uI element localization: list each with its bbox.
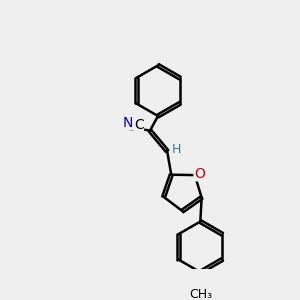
Text: C: C (134, 118, 143, 132)
Text: N: N (123, 116, 133, 130)
Text: CH₃: CH₃ (189, 287, 212, 300)
Text: O: O (194, 167, 205, 181)
Text: H: H (172, 143, 181, 156)
